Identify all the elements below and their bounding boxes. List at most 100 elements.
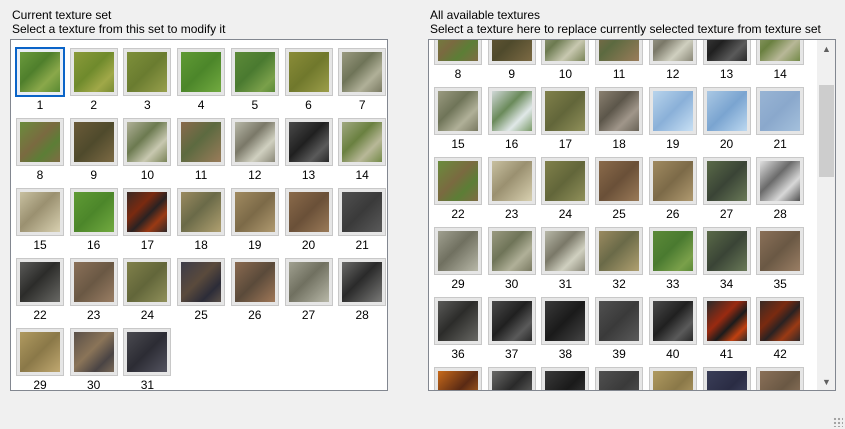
available-texture-tile[interactable]: [648, 367, 697, 390]
current-texture-tile[interactable]: 25: [177, 258, 226, 321]
texture-label: 42: [773, 347, 787, 361]
current-texture-tile[interactable]: 15: [16, 188, 64, 251]
available-texture-tile[interactable]: 38: [541, 297, 590, 360]
current-texture-tile[interactable]: 13: [284, 118, 333, 181]
texture-thumbnail: [230, 48, 279, 96]
available-texture-tile[interactable]: 10: [541, 40, 590, 80]
available-texture-tile[interactable]: 19: [648, 87, 697, 150]
texture-image: [652, 161, 693, 201]
available-texture-tile[interactable]: 29: [434, 227, 482, 290]
current-texture-tile[interactable]: 14: [338, 118, 387, 181]
available-texture-tile[interactable]: 40: [648, 297, 697, 360]
texture-label: 10: [140, 168, 155, 182]
available-texture-tile[interactable]: 25: [595, 157, 644, 220]
texture-image: [288, 52, 329, 92]
available-texture-tile[interactable]: [487, 367, 536, 390]
available-texture-tile[interactable]: 18: [595, 87, 644, 150]
available-texture-tile[interactable]: [541, 367, 590, 390]
current-texture-tile[interactable]: 29: [16, 328, 64, 390]
available-texture-tile[interactable]: 33: [648, 227, 697, 290]
available-texture-tile[interactable]: 14: [756, 40, 805, 80]
available-texture-tile[interactable]: 15: [434, 87, 482, 150]
current-texture-tile[interactable]: 9: [69, 118, 118, 181]
current-texture-tile[interactable]: 3: [123, 48, 172, 111]
available-texture-tile[interactable]: 28: [756, 157, 805, 220]
current-texture-tile[interactable]: 6: [284, 48, 333, 111]
current-texture-tile[interactable]: 31: [123, 328, 172, 390]
available-texture-tile[interactable]: 16: [487, 87, 536, 150]
texture-thumbnail: [487, 40, 536, 65]
available-texture-tile[interactable]: 31: [541, 227, 590, 290]
chevron-up-icon[interactable]: ▲: [822, 43, 831, 54]
current-texture-tile[interactable]: 22: [16, 258, 64, 321]
available-texture-tile[interactable]: 27: [702, 157, 751, 220]
current-texture-tile[interactable]: 30: [69, 328, 118, 390]
texture-image: [545, 161, 586, 201]
current-texture-tile[interactable]: 11: [177, 118, 226, 181]
available-texture-tile[interactable]: [702, 367, 751, 390]
texture-image: [438, 161, 478, 201]
current-texture-tile[interactable]: 12: [230, 118, 279, 181]
available-texture-tile[interactable]: 30: [487, 227, 536, 290]
available-texture-tile[interactable]: 11: [595, 40, 644, 80]
available-texture-tile[interactable]: 20: [702, 87, 751, 150]
texture-image: [760, 40, 801, 61]
available-texture-tile[interactable]: 12: [648, 40, 697, 80]
available-texture-tile[interactable]: 34: [702, 227, 751, 290]
available-texture-tile[interactable]: 9: [487, 40, 536, 80]
texture-label: 23: [87, 308, 101, 322]
current-texture-tile[interactable]: 27: [284, 258, 333, 321]
available-texture-tile[interactable]: 37: [487, 297, 536, 360]
available-texture-tile[interactable]: [756, 367, 805, 390]
current-texture-tile[interactable]: 28: [338, 258, 387, 321]
texture-label: 16: [505, 137, 519, 151]
available-texture-tile[interactable]: 26: [648, 157, 697, 220]
chevron-down-icon[interactable]: ▼: [822, 376, 831, 387]
available-texture-tile[interactable]: 24: [541, 157, 590, 220]
scrollbar-thumb[interactable]: [819, 85, 834, 177]
current-texture-tile[interactable]: 23: [69, 258, 118, 321]
available-texture-tile[interactable]: 21: [756, 87, 805, 150]
available-texture-tile[interactable]: 41: [702, 297, 751, 360]
available-texture-tile[interactable]: 35: [756, 227, 805, 290]
vertical-scrollbar[interactable]: ▲ ▼: [817, 40, 835, 390]
current-texture-tile[interactable]: 2: [69, 48, 118, 111]
available-texture-tile[interactable]: 8: [434, 40, 482, 80]
available-texture-tile[interactable]: [434, 367, 482, 390]
current-texture-tile[interactable]: 24: [123, 258, 172, 321]
texture-thumbnail: [487, 367, 536, 390]
available-texture-tile[interactable]: [595, 367, 644, 390]
current-texture-tile[interactable]: 8: [16, 118, 64, 181]
available-texture-tile[interactable]: 39: [595, 297, 644, 360]
current-set-subtitle: Select a texture from this set to modify…: [12, 22, 226, 36]
current-texture-tile[interactable]: 16: [69, 188, 118, 251]
current-texture-grid: 1 2 3 4 5 6 7 8 9 10 11 12 13 14 15 16 17 18 19 20 21 22 23 24 2…: [11, 40, 387, 390]
available-texture-tile[interactable]: 42: [756, 297, 805, 360]
current-texture-tile[interactable]: 26: [230, 258, 279, 321]
texture-image: [760, 231, 801, 271]
current-texture-tile[interactable]: 1: [15, 47, 65, 111]
available-texture-tile[interactable]: 32: [595, 227, 644, 290]
current-texture-tile[interactable]: 20: [284, 188, 333, 251]
texture-label: 26: [666, 207, 680, 221]
resize-grip-icon[interactable]: [833, 417, 843, 427]
current-texture-tile[interactable]: 21: [338, 188, 387, 251]
current-texture-tile[interactable]: 18: [177, 188, 226, 251]
current-texture-list[interactable]: 1 2 3 4 5 6 7 8 9 10 11 12 13 14 15 16 17 18 19 20 21 22 23 24 2…: [10, 39, 388, 391]
current-texture-tile[interactable]: 19: [230, 188, 279, 251]
available-texture-list[interactable]: 8 9 10 11 12 13 14 15 16 17 18 19 20 21 22 23 24 25 26 27 28…: [428, 39, 836, 391]
current-texture-tile[interactable]: 7: [338, 48, 387, 111]
available-texture-tile[interactable]: 22: [434, 157, 482, 220]
available-texture-tile[interactable]: 36: [434, 297, 482, 360]
texture-label: 31: [140, 378, 155, 391]
current-texture-tile[interactable]: 4: [177, 48, 226, 111]
available-texture-tile[interactable]: 13: [702, 40, 751, 80]
available-texture-tile[interactable]: 23: [487, 157, 536, 220]
current-texture-tile[interactable]: 17: [123, 188, 172, 251]
texture-label: 19: [248, 238, 262, 252]
current-texture-tile[interactable]: 10: [123, 118, 172, 181]
available-texture-tile[interactable]: 17: [541, 87, 590, 150]
texture-thumbnail: [648, 87, 697, 135]
texture-thumbnail: [16, 118, 64, 166]
current-texture-tile[interactable]: 5: [230, 48, 279, 111]
